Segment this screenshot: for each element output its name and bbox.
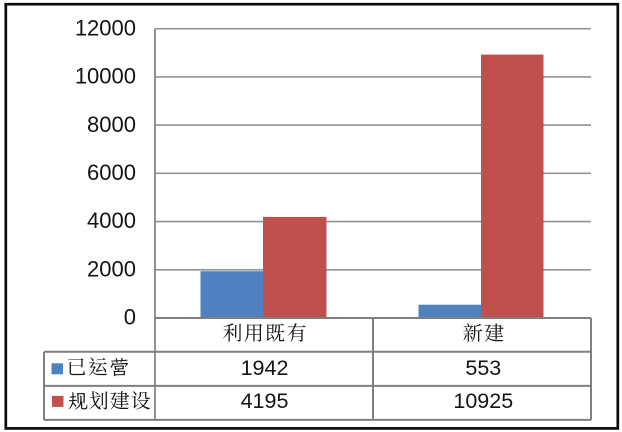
svg-text:2000: 2000 <box>87 256 136 281</box>
svg-text:1942: 1942 <box>241 356 289 380</box>
svg-text:10925: 10925 <box>453 389 513 413</box>
svg-text:4195: 4195 <box>241 389 289 413</box>
svg-text:12000: 12000 <box>75 15 136 40</box>
svg-text:8000: 8000 <box>87 112 136 137</box>
svg-text:0: 0 <box>124 305 136 330</box>
svg-text:6000: 6000 <box>87 160 136 185</box>
svg-text:553: 553 <box>465 356 501 380</box>
svg-text:10000: 10000 <box>75 64 136 89</box>
svg-text:4000: 4000 <box>87 208 136 233</box>
